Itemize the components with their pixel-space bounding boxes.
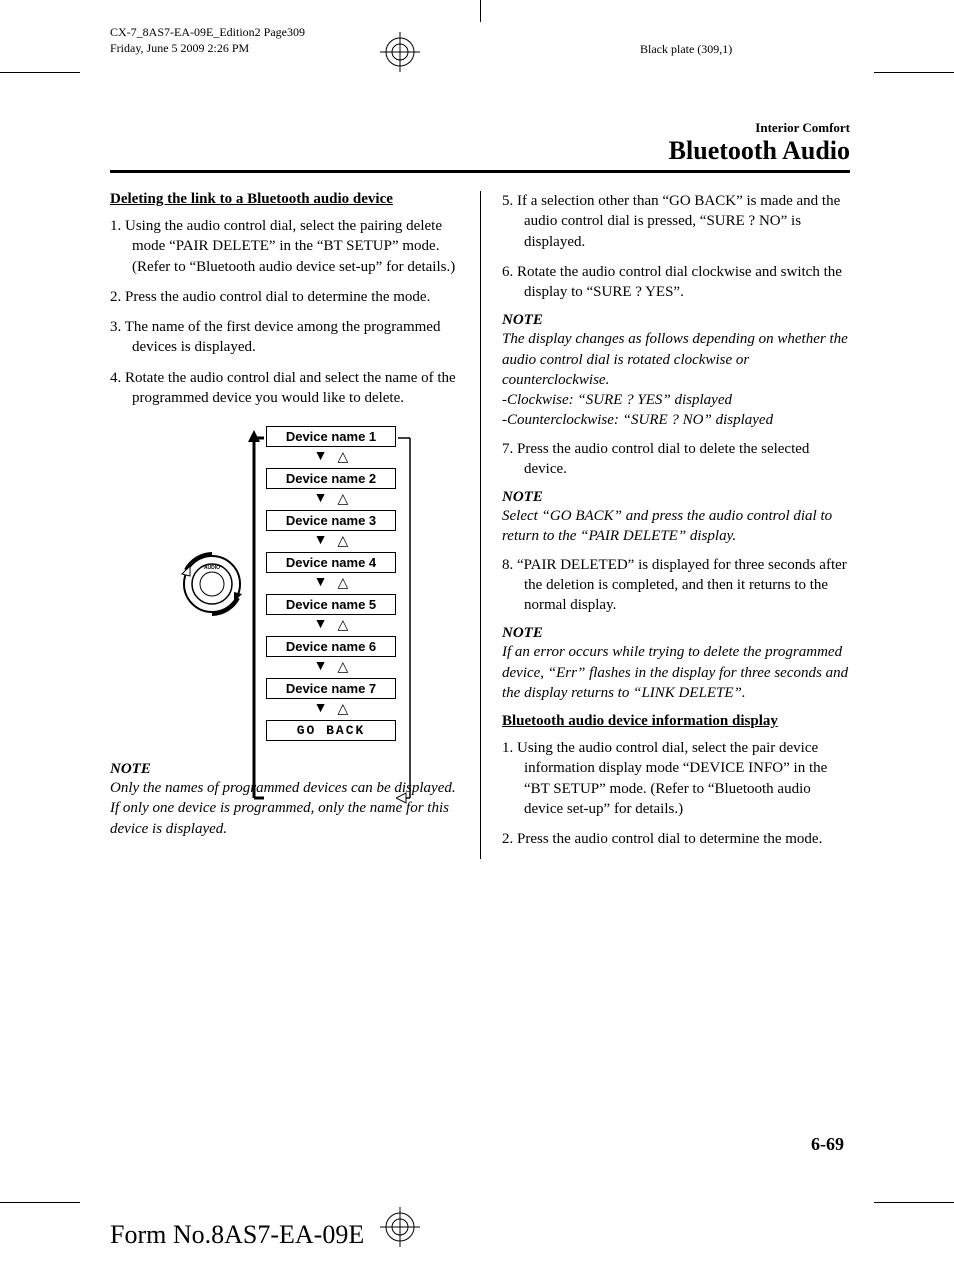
- crop-vline-top: [480, 0, 481, 22]
- note-heading: NOTE: [502, 489, 850, 506]
- header-kicker: Interior Comfort: [110, 120, 850, 136]
- note-body: If an error occurs while trying to delet…: [502, 642, 850, 703]
- plate-label: Black plate (309,1): [640, 42, 732, 57]
- device-box: Device name 1: [266, 426, 396, 447]
- header-title: Bluetooth Audio: [110, 136, 850, 166]
- page-frame: Interior Comfort Bluetooth Audio Deletin…: [110, 120, 850, 859]
- step: The name of the first device among the p…: [110, 317, 458, 358]
- step: Using the audio control dial, select the…: [110, 216, 458, 277]
- steps-right-a: If a selection other than “GO BACK” is m…: [502, 191, 850, 302]
- column-left: Deleting the link to a Bluetooth audio d…: [110, 191, 480, 859]
- figure-right-rail-icon: [396, 428, 420, 808]
- column-divider: [480, 191, 481, 859]
- device-box: Device name 3: [266, 510, 396, 531]
- note-body: Select “GO BACK” and press the audio con…: [502, 506, 850, 547]
- page-number: 6-69: [811, 1134, 844, 1155]
- figure-left-rail-icon: [244, 428, 264, 808]
- steps-right-b: Press the audio control dial to delete t…: [502, 439, 850, 480]
- step: Press the audio control dial to delete t…: [502, 439, 850, 480]
- crop-hline-top-right: [874, 72, 954, 73]
- go-back-box: GO BACK: [266, 720, 396, 741]
- steps-right-c: “PAIR DELETED” is displayed for three se…: [502, 555, 850, 616]
- device-box: Device name 4: [266, 552, 396, 573]
- crop-region-top: CX-7_8AS7-EA-09E_Edition2 Page309 Friday…: [80, 0, 874, 80]
- note-heading: NOTE: [502, 312, 850, 329]
- registration-mark-top: [380, 32, 420, 72]
- registration-mark-bottom: [380, 1207, 420, 1247]
- device-list: Device name 1 ▼△ Device name 2 ▼△ Device…: [266, 426, 396, 741]
- doc-timestamp: Friday, June 5 2009 2:26 PM: [110, 41, 305, 57]
- columns: Deleting the link to a Bluetooth audio d…: [110, 191, 850, 859]
- device-box: Device name 5: [266, 594, 396, 615]
- note-heading: NOTE: [502, 625, 850, 642]
- step: Using the audio control dial, select the…: [502, 738, 850, 819]
- steps-right-d: Using the audio control dial, select the…: [502, 738, 850, 849]
- figure-device-list: AUDIO: [110, 426, 458, 741]
- device-box: Device name 2: [266, 468, 396, 489]
- arrow-row-icon: ▼△: [314, 491, 349, 508]
- audio-control-dial-icon: AUDIO: [172, 544, 252, 624]
- arrow-row-icon: ▼△: [314, 617, 349, 634]
- arrow-row-icon: ▼△: [314, 533, 349, 550]
- crop-hline-bot-left: [0, 1202, 80, 1203]
- step: If a selection other than “GO BACK” is m…: [502, 191, 850, 252]
- step: Rotate the audio control dial and select…: [110, 368, 458, 409]
- arrow-row-icon: ▼△: [314, 575, 349, 592]
- column-right: If a selection other than “GO BACK” is m…: [480, 191, 850, 859]
- crop-hline-top-left: [0, 72, 80, 73]
- section-title-delete-link: Deleting the link to a Bluetooth audio d…: [110, 191, 458, 208]
- doc-id: CX-7_8AS7-EA-09E_Edition2 Page309: [110, 25, 305, 41]
- step: Press the audio control dial to determin…: [110, 287, 458, 307]
- step: Rotate the audio control dial clockwise …: [502, 262, 850, 303]
- svg-text:AUDIO: AUDIO: [204, 565, 220, 571]
- steps-left: Using the audio control dial, select the…: [110, 216, 458, 408]
- arrow-row-icon: ▼△: [314, 659, 349, 676]
- section-title-device-info: Bluetooth audio device information displ…: [502, 713, 850, 730]
- crop-hline-bot-right: [874, 1202, 954, 1203]
- arrow-row-icon: ▼△: [314, 449, 349, 466]
- page-header: Interior Comfort Bluetooth Audio: [110, 120, 850, 166]
- step: “PAIR DELETED” is displayed for three se…: [502, 555, 850, 616]
- form-number: Form No.8AS7-EA-09E: [110, 1220, 364, 1250]
- arrow-row-icon: ▼△: [314, 701, 349, 718]
- device-box: Device name 6: [266, 636, 396, 657]
- header-rule: [110, 170, 850, 173]
- note-body: The display changes as follows depending…: [502, 329, 850, 430]
- device-box: Device name 7: [266, 678, 396, 699]
- step: Press the audio control dial to determin…: [502, 829, 850, 849]
- doc-meta: CX-7_8AS7-EA-09E_Edition2 Page309 Friday…: [110, 25, 305, 56]
